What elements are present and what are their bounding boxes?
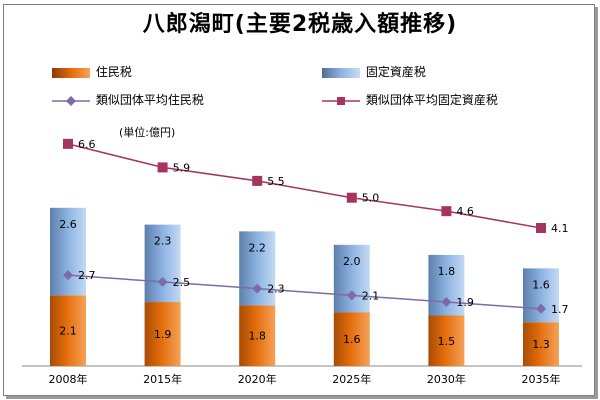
bar-property-tax [333, 244, 370, 313]
x-tick-label: 2015年 [143, 372, 182, 386]
data-label-resident-tax: 1.8 [248, 330, 266, 343]
data-label-avg-resident-tax: 1.9 [456, 296, 474, 309]
data-label-avg-resident-tax: 2.7 [78, 269, 96, 282]
legend-swatch-resident-tax [52, 67, 90, 78]
data-label-avg-property-tax: 5.9 [173, 161, 191, 174]
marker-avg-resident-tax [346, 290, 357, 301]
data-label-avg-property-tax: 6.6 [78, 138, 96, 151]
marker-avg-property-tax [346, 192, 357, 203]
data-label-avg-resident-tax: 1.7 [551, 303, 569, 316]
line-avg-resident-tax [67, 274, 542, 310]
data-label-property-tax: 2.2 [248, 241, 266, 254]
data-label-resident-tax: 2.1 [59, 325, 77, 338]
bar-resident-tax [333, 312, 370, 366]
legend-item-property-tax: 固定資産税 [322, 63, 426, 80]
marker-avg-property-tax [536, 223, 546, 233]
data-label-avg-property-tax: 5.5 [267, 175, 285, 188]
data-label-resident-tax: 1.3 [532, 338, 550, 351]
marker-avg-resident-tax [157, 276, 168, 287]
data-label-resident-tax: 1.6 [343, 333, 361, 346]
legend-label-resident-tax: 住民税 [95, 65, 132, 79]
x-tick-label: 2030年 [427, 372, 466, 386]
legend-swatch-property-tax [322, 67, 360, 78]
data-label-avg-property-tax: 4.1 [551, 222, 569, 235]
x-tick-label: 2008年 [49, 372, 88, 386]
line-avg-property-tax [67, 143, 542, 229]
data-label-avg-resident-tax: 2.3 [267, 283, 285, 296]
chart-title: 八郎潟町(主要2税歳入額推移) [142, 12, 458, 37]
marker-avg-resident-tax [441, 297, 452, 308]
legend-marker-avg-resident-tax [52, 95, 90, 106]
chart-frame [3, 4, 595, 396]
legend-marker-avg-property-tax [322, 96, 360, 105]
bar-resident-tax [523, 322, 559, 366]
data-label-avg-property-tax: 4.6 [456, 205, 474, 218]
marker-avg-resident-tax [252, 283, 263, 294]
data-label-property-tax: 2.6 [59, 218, 77, 231]
marker-avg-property-tax [157, 162, 168, 173]
data-label-avg-resident-tax: 2.5 [173, 276, 191, 289]
marker-avg-property-tax [63, 138, 73, 149]
marker-avg-property-tax [441, 206, 452, 217]
data-label-property-tax: 2.0 [343, 255, 361, 268]
data-label-avg-property-tax: 5.0 [362, 192, 380, 205]
bar-resident-tax [144, 302, 181, 366]
bar-resident-tax [50, 295, 86, 366]
data-label-resident-tax: 1.5 [438, 335, 456, 348]
unit-label: (単位:億円) [119, 126, 176, 139]
bar-resident-tax [428, 315, 465, 366]
legend-label-property-tax: 固定資産税 [365, 65, 426, 79]
legend-item-avg-property-tax: 類似団体平均固定資産税 [322, 91, 498, 108]
legend-label-avg-resident-tax: 類似団体平均住民税 [95, 93, 204, 107]
bar-property-tax [50, 207, 86, 296]
legend-label-avg-property-tax: 類似団体平均固定資産税 [365, 93, 498, 107]
legend-item-avg-resident-tax: 類似団体平均住民税 [52, 91, 204, 108]
x-tick-label: 2025年 [332, 372, 371, 386]
data-label-resident-tax: 1.9 [154, 328, 172, 341]
x-tick-label: 2020年 [238, 372, 277, 386]
x-tick-label: 2035年 [522, 372, 561, 386]
bar-property-tax [144, 224, 181, 303]
data-label-property-tax: 2.3 [154, 235, 172, 248]
data-label-avg-resident-tax: 2.1 [362, 289, 380, 302]
data-label-property-tax: 1.8 [438, 265, 456, 278]
marker-avg-property-tax [252, 175, 263, 186]
legend-item-resident-tax: 住民税 [52, 63, 132, 80]
data-label-property-tax: 1.6 [532, 278, 550, 291]
marker-avg-resident-tax [63, 270, 73, 281]
marker-avg-resident-tax [536, 303, 546, 314]
bar-resident-tax [239, 305, 276, 366]
